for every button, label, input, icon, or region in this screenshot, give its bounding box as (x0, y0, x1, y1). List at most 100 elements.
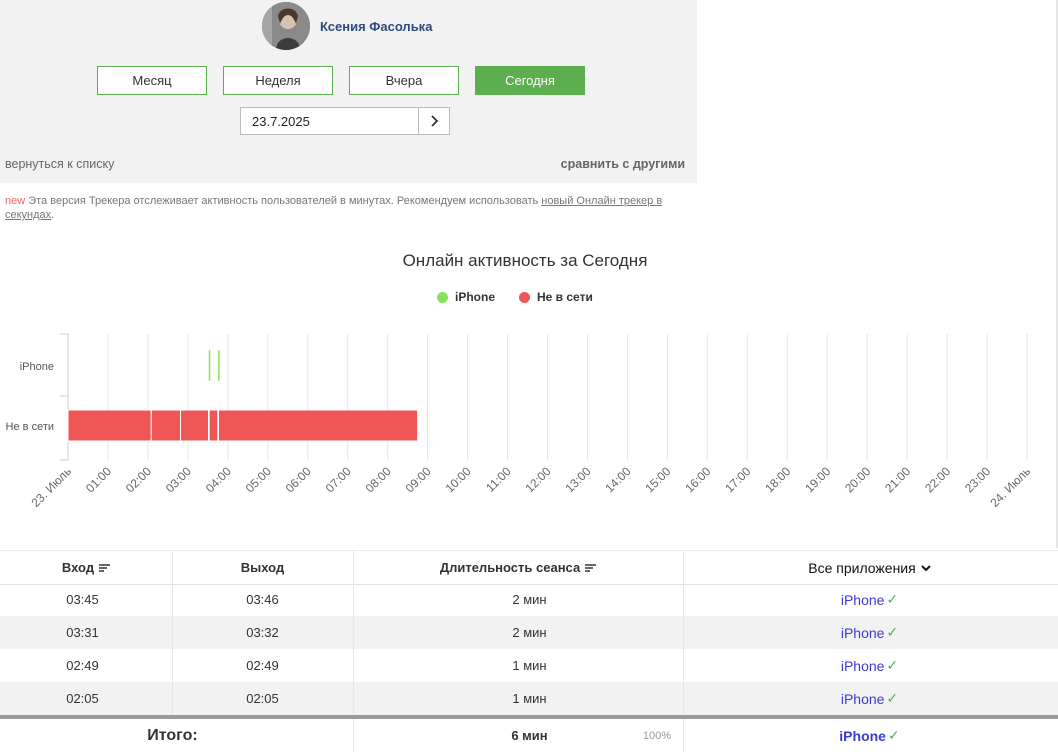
header-out: Выход (172, 551, 354, 584)
total-row: Итого: 6 мин 100% iPhone ✓ (0, 719, 1058, 752)
column-divider (353, 649, 354, 682)
legend-item-iphone[interactable]: iPhone (437, 290, 495, 304)
notice-text: Эта версия Трекера отслеживает активност… (25, 195, 542, 207)
period-today-button[interactable]: Сегодня (475, 66, 585, 95)
offline-bar (218, 409, 419, 442)
compare-link[interactable]: сравнить с другими (560, 157, 685, 171)
back-to-list-link[interactable]: вернуться к списку (5, 157, 115, 171)
period-week-button[interactable]: Неделя (223, 66, 333, 95)
x-tick-label: 07:00 (323, 464, 354, 495)
cell-app[interactable]: iPhone ✓ (840, 690, 899, 707)
column-divider (683, 616, 684, 649)
user-name[interactable]: Ксения Фасолька (320, 19, 433, 34)
x-tick-label: 02:00 (123, 464, 154, 495)
x-tick-label: 01:00 (83, 464, 114, 495)
cell-duration: 1 мин (512, 658, 547, 673)
column-divider (353, 719, 354, 752)
offline-bar (67, 409, 152, 442)
next-date-button[interactable] (418, 108, 450, 134)
table-header: Вход Выход Длительность сеанса Все прило… (0, 550, 1058, 585)
new-tracker-link[interactable]: новый Онлайн трекер в секундах (5, 195, 663, 221)
x-tick-label: 03:00 (163, 464, 194, 495)
cell-duration: 2 мин (512, 625, 547, 640)
column-divider (172, 649, 173, 682)
date-picker (240, 107, 450, 135)
new-tag: new (5, 195, 26, 207)
table-row: 03:45 03:46 2 мин iPhone ✓ (0, 583, 1058, 616)
legend-label: Не в сети (537, 290, 593, 304)
column-divider (683, 682, 684, 715)
period-month-button[interactable]: Месяц (97, 66, 207, 95)
check-icon: ✓ (887, 727, 900, 743)
date-input[interactable] (241, 108, 418, 134)
legend-dot-icon (437, 291, 448, 303)
offline-bar (180, 409, 210, 442)
column-divider (683, 649, 684, 682)
chart-title: Онлайн активность за Сегодня (402, 251, 648, 270)
chevron-down-icon (921, 564, 931, 571)
online-bar (208, 349, 211, 382)
column-divider (172, 682, 173, 715)
cell-out: 03:46 (246, 592, 279, 607)
x-tick-label: 16:00 (682, 464, 713, 495)
offline-bar (150, 409, 182, 442)
x-tick-label: 23:00 (962, 464, 993, 495)
x-tick-label: 18:00 (762, 464, 793, 495)
x-tick-label: 14:00 (602, 464, 633, 495)
column-divider (353, 682, 354, 715)
check-icon: ✓ (886, 690, 899, 706)
x-tick-label: 17:00 (722, 464, 753, 495)
x-tick-label: 24. Июль (987, 464, 1033, 510)
cell-duration: 1 мин (512, 691, 547, 706)
sort-icon (99, 563, 111, 572)
total-label: Итого: (147, 726, 198, 744)
table-row: 02:49 02:49 1 мин iPhone ✓ (0, 649, 1058, 682)
column-divider (683, 719, 684, 752)
column-divider (172, 583, 173, 616)
avatar (262, 2, 310, 50)
total-app[interactable]: iPhone ✓ (839, 727, 900, 744)
x-tick-label: 05:00 (243, 464, 274, 495)
cell-in: 03:45 (66, 592, 99, 607)
x-tick-label: 08:00 (363, 464, 394, 495)
check-icon: ✓ (886, 591, 899, 607)
x-tick-label: 06:00 (283, 464, 314, 495)
total-duration: 6 мин (511, 728, 548, 743)
notice: new Эта версия Трекера отслеживает актив… (5, 194, 665, 222)
notice-end: . (51, 209, 55, 221)
app-filter-dropdown[interactable]: Все приложения (683, 551, 1056, 584)
check-icon: ✓ (886, 657, 899, 673)
x-tick-label: 10:00 (443, 464, 474, 495)
column-divider (353, 616, 354, 649)
cell-out: 02:49 (246, 658, 279, 673)
cell-duration: 2 мин (512, 592, 547, 607)
column-divider (353, 583, 354, 616)
divider (1056, 0, 1058, 548)
x-tick-label: 21:00 (882, 464, 913, 495)
x-tick-label: 11:00 (483, 464, 514, 495)
header-duration[interactable]: Длительность сеанса (353, 551, 684, 584)
x-tick-label: 13:00 (562, 464, 593, 495)
cell-in: 03:31 (66, 625, 99, 640)
offline-bar (208, 409, 219, 442)
y-category-label: iPhone (20, 361, 54, 373)
x-tick-label: 23. Июль (28, 464, 74, 510)
x-tick-label: 15:00 (642, 464, 673, 495)
cell-app[interactable]: iPhone ✓ (840, 591, 899, 608)
cell-in: 02:49 (66, 658, 99, 673)
legend-item-offline[interactable]: Не в сети (519, 290, 593, 304)
cell-app[interactable]: iPhone ✓ (840, 657, 899, 674)
cell-app[interactable]: iPhone ✓ (840, 624, 899, 641)
cell-out: 02:05 (246, 691, 279, 706)
header-in[interactable]: Вход (0, 551, 173, 584)
column-divider (172, 616, 173, 649)
legend-dot-icon (519, 291, 530, 303)
x-tick-label: 12:00 (522, 464, 553, 495)
cell-in: 02:05 (66, 691, 99, 706)
period-yesterday-button[interactable]: Вчера (349, 66, 459, 95)
x-tick-label: 20:00 (842, 464, 873, 495)
online-bar (217, 349, 221, 382)
activity-chart: 23. Июль 01:00 02:00 03:00 04:00 05:00 06:00 07… (6, 333, 1033, 510)
legend-label: iPhone (455, 290, 496, 304)
column-divider (683, 583, 684, 616)
